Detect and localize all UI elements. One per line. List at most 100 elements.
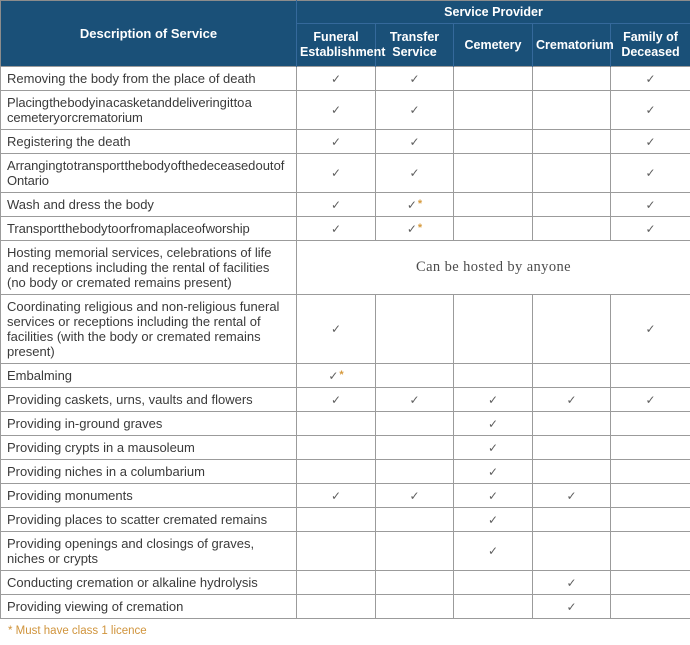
empty-cell — [376, 571, 454, 595]
checkmark-cell: ✓ — [611, 67, 690, 91]
group-header-row: Description of Service Service Provider — [1, 1, 690, 24]
empty-cell — [533, 460, 611, 484]
checkmark-cell: ✓ — [611, 295, 690, 364]
checkmark-cell: ✓ — [454, 532, 533, 571]
empty-cell — [611, 595, 690, 619]
check-icon: ✓ — [331, 135, 341, 149]
column-header-crematorium: Crematorium — [533, 24, 611, 67]
service-description-cell: Providing in-ground graves — [1, 412, 297, 436]
check-icon: ✓ — [407, 222, 417, 236]
check-icon: ✓ — [331, 198, 341, 212]
table-header: Description of Service Service Provider … — [1, 1, 690, 67]
checkmark-cell: ✓ — [297, 295, 376, 364]
empty-cell — [297, 571, 376, 595]
check-icon: ✓ — [409, 103, 419, 117]
check-icon: ✓ — [328, 369, 338, 383]
service-description-cell: Providing caskets, urns, vaults and flow… — [1, 388, 297, 412]
empty-cell — [376, 508, 454, 532]
service-description-cell: Embalming — [1, 364, 297, 388]
table-row: Providing openings and closings of grave… — [1, 532, 690, 571]
checkmark-cell: ✓ — [297, 91, 376, 130]
empty-cell — [454, 154, 533, 193]
table-row: Removing the body from the place of deat… — [1, 67, 690, 91]
check-icon: ✓ — [566, 600, 576, 614]
checkmark-cell: ✓ — [454, 388, 533, 412]
table-row: Providing crypts in a mausoleum✓ — [1, 436, 690, 460]
check-icon: ✓ — [488, 465, 498, 479]
checkmark-cell: ✓ — [376, 130, 454, 154]
checkmark-cell: ✓ — [376, 91, 454, 130]
empty-cell — [376, 460, 454, 484]
table-row: Providing in-ground graves ✓ — [1, 412, 690, 436]
checkmark-cell: ✓* — [376, 217, 454, 241]
check-icon: ✓ — [331, 489, 341, 503]
service-description-cell: Hosting memorial services, celebrations … — [1, 241, 297, 295]
checkmark-cell: ✓ — [376, 484, 454, 508]
check-icon: ✓ — [645, 222, 655, 236]
footnote-asterisk: * — [418, 198, 422, 210]
empty-cell — [533, 154, 611, 193]
check-icon: ✓ — [488, 441, 498, 455]
check-icon: ✓ — [409, 72, 419, 86]
service-description-cell: Removing the body from the place of deat… — [1, 67, 297, 91]
empty-cell — [454, 91, 533, 130]
empty-cell — [611, 532, 690, 571]
empty-cell — [454, 193, 533, 217]
service-description-cell: Providing niches in a columbarium — [1, 460, 297, 484]
check-icon: ✓ — [645, 72, 655, 86]
service-description-cell: Wash and dress the body — [1, 193, 297, 217]
check-icon: ✓ — [645, 103, 655, 117]
checkmark-cell: ✓ — [611, 388, 690, 412]
check-icon: ✓ — [566, 393, 576, 407]
checkmark-cell: ✓* — [376, 193, 454, 217]
empty-cell — [533, 193, 611, 217]
table-row: Arranging to transport the body of the d… — [1, 154, 690, 193]
checkmark-cell: ✓ — [533, 571, 611, 595]
empty-cell — [297, 532, 376, 571]
empty-cell — [611, 484, 690, 508]
empty-cell — [454, 217, 533, 241]
checkmark-cell: ✓ — [297, 193, 376, 217]
empty-cell — [454, 130, 533, 154]
checkmark-cell: ✓ — [376, 67, 454, 91]
empty-cell — [533, 295, 611, 364]
checkmark-cell: ✓ — [611, 91, 690, 130]
checkmark-cell: ✓ — [297, 67, 376, 91]
empty-cell — [533, 67, 611, 91]
check-icon: ✓ — [488, 544, 498, 558]
empty-cell — [297, 412, 376, 436]
column-header-funeral-establishment: Funeral Establishment — [297, 24, 376, 67]
service-provider-group-header: Service Provider — [297, 1, 690, 24]
empty-cell — [533, 364, 611, 388]
table-row: Providing places to scatter cremated rem… — [1, 508, 690, 532]
check-icon: ✓ — [331, 103, 341, 117]
check-icon: ✓ — [645, 135, 655, 149]
check-icon: ✓ — [331, 166, 341, 180]
service-description-cell: Registering the death — [1, 130, 297, 154]
empty-cell — [611, 364, 690, 388]
column-header-transfer-service: Transfer Service — [376, 24, 454, 67]
checkmark-cell: ✓ — [454, 412, 533, 436]
empty-cell — [297, 436, 376, 460]
footnote-asterisk: * — [339, 369, 343, 381]
checkmark-cell: ✓ — [533, 484, 611, 508]
check-icon: ✓ — [331, 322, 341, 336]
checkmark-cell: ✓ — [454, 460, 533, 484]
service-description-cell: Providing places to scatter cremated rem… — [1, 508, 297, 532]
table-row: Providing monuments✓✓✓✓ — [1, 484, 690, 508]
empty-cell — [454, 295, 533, 364]
table-row: Hosting memorial services, celebrations … — [1, 241, 690, 295]
checkmark-cell: ✓ — [611, 130, 690, 154]
check-icon: ✓ — [488, 417, 498, 431]
checkmark-cell: ✓ — [297, 154, 376, 193]
empty-cell — [533, 436, 611, 460]
empty-cell — [376, 295, 454, 364]
empty-cell — [454, 571, 533, 595]
empty-cell — [611, 571, 690, 595]
table-row: Providing caskets, urns, vaults and flow… — [1, 388, 690, 412]
empty-cell — [297, 460, 376, 484]
table-row: Transport the body to or from a place of… — [1, 217, 690, 241]
empty-cell — [611, 412, 690, 436]
service-description-cell: Providing viewing of cremation — [1, 595, 297, 619]
service-description-cell: Transport the body to or from a place of… — [1, 217, 297, 241]
